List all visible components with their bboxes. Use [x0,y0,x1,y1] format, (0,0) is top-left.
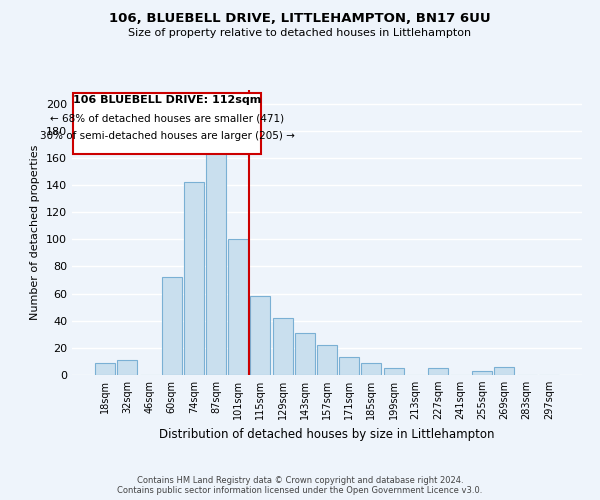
Bar [95,363,115,375]
Bar [472,371,492,375]
Text: Contains HM Land Registry data © Crown copyright and database right 2024.
Contai: Contains HM Land Registry data © Crown c… [118,476,482,495]
Bar [206,148,226,375]
Bar [118,360,137,375]
Text: 30% of semi-detached houses are larger (205) →: 30% of semi-detached houses are larger (… [40,131,295,141]
Text: 106 BLUEBELL DRIVE: 112sqm: 106 BLUEBELL DRIVE: 112sqm [73,95,262,105]
Bar [494,367,514,375]
Text: 106, BLUEBELL DRIVE, LITTLEHAMPTON, BN17 6UU: 106, BLUEBELL DRIVE, LITTLEHAMPTON, BN17… [109,12,491,26]
Bar [162,278,182,375]
Bar [272,318,293,375]
Bar [428,368,448,375]
Bar [184,182,204,375]
Bar [339,358,359,375]
Bar [361,363,382,375]
Bar [228,240,248,375]
Bar [383,368,404,375]
X-axis label: Distribution of detached houses by size in Littlehampton: Distribution of detached houses by size … [159,428,495,440]
Text: Size of property relative to detached houses in Littlehampton: Size of property relative to detached ho… [128,28,472,38]
Y-axis label: Number of detached properties: Number of detached properties [31,145,40,320]
Bar [317,345,337,375]
Bar [295,333,315,375]
Text: ← 68% of detached houses are smaller (471): ← 68% of detached houses are smaller (47… [50,114,284,123]
Bar [250,296,271,375]
